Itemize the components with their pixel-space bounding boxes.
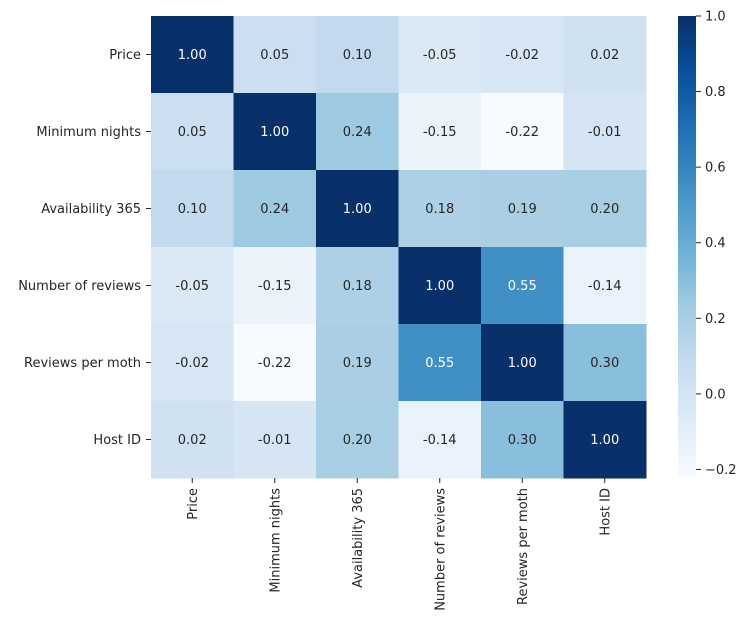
cell-value-label: 0.10: [343, 48, 372, 63]
heatmap-cell: [151, 93, 234, 171]
heatmap-cell: [316, 401, 399, 479]
cell-value-label: 0.24: [260, 202, 289, 217]
row-tick-label: Reviews per moth: [24, 356, 141, 371]
heatmap-cell: [151, 170, 234, 248]
colorbar-tick-label: 0.6: [705, 161, 726, 176]
cell-value-label: -0.01: [258, 433, 292, 448]
heatmap-cell: [398, 16, 482, 94]
cell-value-label: 0.55: [508, 279, 537, 294]
cell-value-label: -0.15: [258, 279, 292, 294]
cell-value-label: 0.20: [590, 202, 619, 217]
column-tick-labels: Price Minimum nights Availability 365 Numbe…: [186, 478, 613, 611]
row-tick-label: Host ID: [93, 433, 141, 448]
heatmap-cell: [233, 247, 317, 325]
heatmap-cell: [398, 324, 482, 402]
colorbar-tick-label: 0.8: [705, 85, 726, 100]
cell-value-label: -0.22: [258, 356, 292, 371]
cell-value-label: -0.05: [423, 48, 457, 63]
heatmap-cell: [398, 401, 482, 479]
cell-value-label: 0.19: [508, 202, 537, 217]
cell-value-label: -0.01: [588, 125, 622, 140]
heatmap-cell: [563, 324, 647, 402]
row-tick-label: Number of reviews: [18, 279, 141, 294]
cell-value-label: 0.30: [590, 356, 619, 371]
column-tick-label: Number of reviews: [433, 488, 448, 611]
colorbar-tick-label: 0.4: [705, 236, 726, 251]
colorbar-tick-label: 1.0: [705, 10, 726, 25]
heatmap-cell: [481, 247, 564, 325]
colorbar: −0.2 0.0 0.2 0.4 0.6 0.8 1.0: [678, 10, 737, 478]
cell-value-label: 1.00: [260, 125, 289, 140]
cell-value-label: 1.00: [343, 202, 372, 217]
cell-value-label: -0.14: [588, 279, 622, 294]
column-tick-label: Minimum nights: [268, 488, 283, 593]
cell-value-label: -0.02: [505, 48, 539, 63]
heatmap-cell: [563, 93, 647, 171]
cell-value-label: 0.10: [178, 202, 207, 217]
cell-value-label: 0.24: [343, 125, 372, 140]
heatmap-cell: [481, 170, 564, 248]
cell-value-label: -0.22: [505, 125, 539, 140]
cell-value-label: 1.00: [425, 279, 454, 294]
cell-value-label: 0.02: [178, 433, 207, 448]
heatmap-cell: [563, 16, 647, 94]
column-tick-label: Host ID: [598, 488, 613, 536]
colorbar-tick-label: 0.2: [705, 312, 726, 327]
colorbar-tick-label: −0.2: [705, 463, 737, 478]
cell-value-label: 0.05: [260, 48, 289, 63]
heatmap-cell: [481, 324, 564, 402]
heatmap-cell: [481, 16, 564, 94]
heatmap-cell: [151, 324, 234, 402]
cell-value-label: 0.05: [178, 125, 207, 140]
cell-value-label: 0.02: [590, 48, 619, 63]
heatmap-cell: [233, 324, 317, 402]
heatmap-cell: [151, 16, 234, 94]
cell-value-label: 0.55: [425, 356, 454, 371]
heatmap-cell: [316, 170, 399, 248]
row-tick-label: Availability 365: [41, 202, 141, 217]
column-tick-label: Availability 365: [351, 488, 366, 588]
heatmap-cell: [316, 247, 399, 325]
heatmap-cell: [398, 93, 482, 171]
cell-value-label: 0.19: [343, 356, 372, 371]
row-tick-label: Minimum nights: [36, 125, 141, 140]
heatmap-cell: [398, 170, 482, 248]
heatmap-cell: [316, 93, 399, 171]
heatmap-cell: [233, 93, 317, 171]
column-tick-label: Reviews per moth: [516, 488, 531, 605]
cell-value-label: 0.18: [425, 202, 454, 217]
heatmap-cell: [481, 93, 564, 171]
cell-value-label: -0.02: [175, 356, 209, 371]
cell-value-label: -0.05: [175, 279, 209, 294]
cell-value-label: 1.00: [590, 433, 619, 448]
colorbar-tick-label: 0.0: [705, 387, 726, 402]
cell-value-label: 1.00: [178, 48, 207, 63]
cell-value-label: -0.14: [423, 433, 457, 448]
heatmap-cell: [316, 16, 399, 94]
heatmap-cell: [151, 401, 234, 479]
cell-value-label: 1.00: [508, 356, 537, 371]
row-tick-labels: Price Minimum nights Availability 365 Numbe…: [18, 48, 151, 448]
heatmap-cell: [398, 247, 482, 325]
cell-value-label: 0.20: [343, 433, 372, 448]
column-tick-label: Price: [186, 488, 201, 520]
heatmap-cells: 1.00 0.05 0.10 -0.05 -0.02 0.02 0.05 1.00 0.24 -0…: [151, 16, 647, 479]
colorbar-gradient: [678, 16, 696, 477]
heatmap-cell: [563, 170, 647, 248]
row-tick-label: Price: [109, 48, 141, 63]
heatmap-cell: [481, 401, 564, 479]
heatmap-cell: [563, 401, 647, 479]
heatmap-cell: [316, 324, 399, 402]
heatmap-cell: [233, 16, 317, 94]
heatmap-cell: [233, 170, 317, 248]
heatmap-cell: [151, 247, 234, 325]
heatmap-cell: [233, 401, 317, 479]
cell-value-label: 0.30: [508, 433, 537, 448]
heatmap-cell: [563, 247, 647, 325]
cell-value-label: -0.15: [423, 125, 457, 140]
colorbar-ticks: −0.2 0.0 0.2 0.4 0.6 0.8 1.0: [696, 10, 737, 478]
cell-value-label: 0.18: [343, 279, 372, 294]
